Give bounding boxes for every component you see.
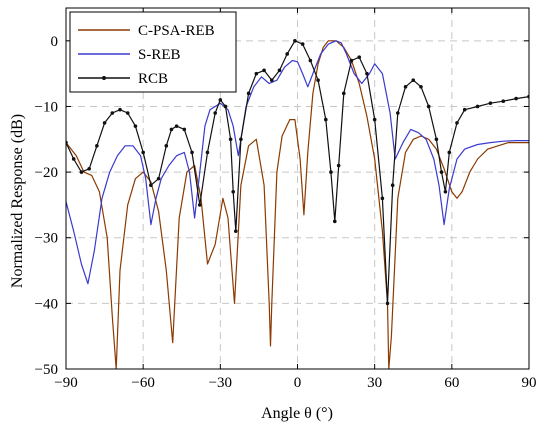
point-rcb-30 xyxy=(269,78,274,82)
point-rcb-21 xyxy=(218,98,223,102)
x-tick-label-3: 0 xyxy=(294,375,302,391)
point-rcb-43 xyxy=(357,55,362,60)
series-line-s-reb xyxy=(66,40,529,285)
point-rcb-35 xyxy=(308,58,313,63)
point-rcb-28 xyxy=(254,71,259,76)
point-rcb-2 xyxy=(79,170,84,174)
point-rcb-41 xyxy=(342,91,346,96)
tick-labels: −90 −60 −30 0 30 60 90 0 −10 −20 −30 −40 −50 xyxy=(35,34,537,391)
axes xyxy=(65,7,530,370)
y-tick-label-3: −30 xyxy=(35,231,58,247)
point-rcb-49 xyxy=(396,111,400,115)
point-rcb-47 xyxy=(385,301,390,306)
point-rcb-37 xyxy=(323,117,328,122)
point-rcb-26 xyxy=(239,137,243,142)
point-rcb-40 xyxy=(336,163,341,168)
point-rcb-62 xyxy=(501,99,506,104)
legend-label-s-reb: S-REB xyxy=(138,47,181,63)
point-rcb-18 xyxy=(197,203,202,207)
point-rcb-9 xyxy=(133,124,138,128)
point-rcb-29 xyxy=(262,68,266,73)
point-rcb-22 xyxy=(223,104,228,109)
point-rcb-16 xyxy=(182,127,187,132)
point-rcb-34 xyxy=(300,42,305,46)
point-rcb-55 xyxy=(439,170,444,174)
point-rcb-27 xyxy=(246,91,251,96)
x-tick-label-5: 60 xyxy=(444,375,459,391)
point-rcb-42 xyxy=(349,58,354,63)
point-rcb-61 xyxy=(488,101,493,105)
y-tick-label-0: 0 xyxy=(51,34,59,50)
legend-label-c-psa-reb: C-PSA-REB xyxy=(138,23,215,39)
point-rcb-45 xyxy=(372,117,377,122)
point-rcb-54 xyxy=(434,137,439,142)
point-rcb-58 xyxy=(455,121,459,125)
point-rcb-20 xyxy=(213,111,217,115)
point-rcb-11 xyxy=(149,183,153,188)
x-tick-label-1: −60 xyxy=(131,375,154,391)
point-rcb-36 xyxy=(316,78,320,82)
point-rcb-15 xyxy=(174,124,179,128)
point-rcb-24 xyxy=(231,189,235,194)
y-axis-title: Normalized Response (dB) xyxy=(9,114,26,288)
point-rcb-44 xyxy=(365,71,369,76)
point-rcb-48 xyxy=(390,183,395,188)
x-tick-label-0: −90 xyxy=(54,375,77,391)
point-rcb-59 xyxy=(462,107,467,112)
point-rcb-33 xyxy=(293,39,297,43)
point-rcb-4 xyxy=(95,144,99,148)
point-rcb-6 xyxy=(110,111,115,115)
point-rcb-52 xyxy=(419,84,423,89)
point-rcb-53 xyxy=(426,104,431,109)
point-rcb-31 xyxy=(277,68,282,73)
point-rcb-19 xyxy=(205,150,210,155)
point-rcb-17 xyxy=(190,150,194,155)
point-rcb-10 xyxy=(141,150,145,155)
point-rcb-25 xyxy=(233,229,238,233)
y-tick-label-2: −20 xyxy=(35,165,58,181)
point-rcb-1 xyxy=(71,157,76,161)
point-rcb-8 xyxy=(125,111,130,115)
point-rcb-50 xyxy=(403,84,408,89)
point-rcb-56 xyxy=(443,189,448,194)
x-tick-label-4: 30 xyxy=(367,375,382,391)
point-rcb-3 xyxy=(87,167,91,171)
point-rcb-38 xyxy=(329,170,333,174)
point-rcb-32 xyxy=(285,52,290,56)
point-rcb-39 xyxy=(332,219,337,224)
y-tick-label-5: −50 xyxy=(35,362,58,378)
point-rcb-13 xyxy=(164,144,169,148)
legend: C-PSA-REB S-REB RCB xyxy=(69,11,237,93)
point-rcb-63 xyxy=(514,96,518,101)
point-rcb-23 xyxy=(228,137,233,142)
point-rcb-12 xyxy=(156,176,161,181)
legend-label-rcb: RCB xyxy=(138,71,168,87)
point-rcb-51 xyxy=(411,78,416,82)
x-tick-label-2: −30 xyxy=(209,375,232,391)
legend-marker-rcb xyxy=(102,76,106,80)
y-tick-label-1: −10 xyxy=(35,99,58,115)
point-rcb-57 xyxy=(447,150,452,155)
point-rcb-5 xyxy=(102,121,107,125)
x-axis-title: Angle θ (°) xyxy=(261,405,333,422)
point-rcb-7 xyxy=(118,107,122,112)
point-rcb-46 xyxy=(380,196,385,201)
series-line-c-psa-reb xyxy=(66,40,529,369)
series-lines xyxy=(66,39,529,369)
point-rcb-14 xyxy=(169,127,174,132)
point-rcb-60 xyxy=(475,104,480,109)
y-tick-label-4: −40 xyxy=(35,296,58,312)
x-tick-label-6: 90 xyxy=(522,375,537,391)
